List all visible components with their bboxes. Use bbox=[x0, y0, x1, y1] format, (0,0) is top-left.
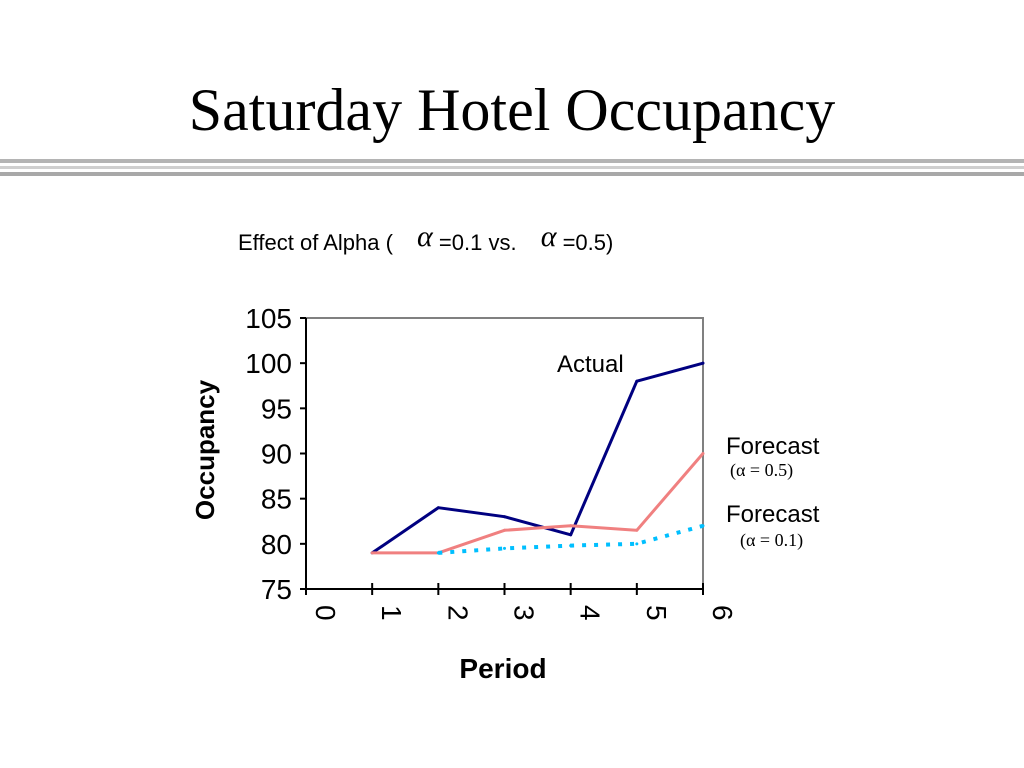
x-tick-label: 0 bbox=[310, 605, 341, 621]
y-tick-label: 90 bbox=[261, 439, 292, 470]
series-alpha-label-0-5: (α = 0.5) bbox=[730, 460, 793, 481]
series-0-point bbox=[503, 515, 506, 519]
chart-title-prefix: Effect of Alpha ( bbox=[238, 230, 394, 255]
x-tick-label: 3 bbox=[509, 605, 540, 621]
series-label-actual: Actual bbox=[557, 351, 624, 378]
x-tick-label: 2 bbox=[442, 605, 473, 621]
series-2-point bbox=[503, 546, 506, 550]
series-0-point bbox=[569, 533, 573, 537]
title-rule bbox=[0, 159, 1024, 176]
series-1-point bbox=[569, 524, 573, 528]
y-tick-label: 85 bbox=[261, 484, 292, 515]
series-1-point bbox=[701, 452, 705, 455]
chart-title-alpha-2: α bbox=[541, 220, 558, 253]
series-1-point bbox=[503, 528, 506, 532]
series-line-1 bbox=[372, 452, 705, 555]
series-layer bbox=[370, 361, 705, 555]
chart-title-alpha-1: α bbox=[417, 220, 434, 253]
series-0-point bbox=[701, 361, 705, 365]
x-tick-label: 6 bbox=[707, 605, 738, 621]
series-1-point bbox=[635, 528, 639, 532]
title-rule-middle bbox=[0, 166, 1024, 169]
title-rule-top bbox=[0, 159, 1024, 163]
x-axis-label: Period bbox=[459, 653, 546, 684]
series-0-point bbox=[436, 506, 440, 510]
series-2-point bbox=[701, 524, 705, 528]
y-axis-label: Occupancy bbox=[190, 379, 220, 520]
chart-title-suffix: =0.5) bbox=[563, 230, 614, 255]
y-tick-label: 75 bbox=[261, 574, 292, 605]
series-label-forecast-alpha-0-5: Forecast bbox=[726, 433, 820, 460]
y-axis-ticks: 75 80 85 90 95 100 105 bbox=[245, 303, 306, 605]
slide-title: Saturday Hotel Occupancy bbox=[188, 77, 836, 143]
chart-title-middle: =0.1 vs. bbox=[439, 230, 523, 255]
series-alpha-label-0-1: (α = 0.1) bbox=[740, 530, 803, 551]
y-tick-label: 105 bbox=[245, 303, 292, 334]
series-label-forecast-alpha-0-1: Forecast bbox=[726, 501, 820, 528]
y-tick-label: 95 bbox=[261, 393, 292, 424]
series-2-point bbox=[635, 542, 639, 546]
series-2-point bbox=[436, 551, 440, 555]
x-axis-ticks: 0 1 2 3 4 5 6 bbox=[305, 583, 738, 621]
chart-title: Effect of Alpha ( α =0.1 vs. α =0.5) bbox=[238, 220, 613, 255]
x-tick-label: 1 bbox=[376, 605, 407, 621]
series-2-point bbox=[569, 544, 573, 548]
series-1-point bbox=[370, 551, 374, 555]
y-tick-label: 80 bbox=[261, 529, 292, 560]
x-tick-label: 5 bbox=[641, 605, 672, 621]
x-tick-label: 4 bbox=[575, 605, 606, 621]
y-tick-label: 100 bbox=[245, 348, 292, 379]
series-0-point bbox=[635, 379, 639, 383]
title-rule-bottom bbox=[0, 172, 1024, 176]
series-line-0 bbox=[371, 361, 704, 555]
